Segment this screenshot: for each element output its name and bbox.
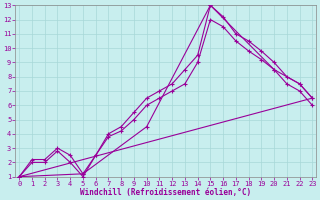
X-axis label: Windchill (Refroidissement éolien,°C): Windchill (Refroidissement éolien,°C) [80, 188, 251, 197]
